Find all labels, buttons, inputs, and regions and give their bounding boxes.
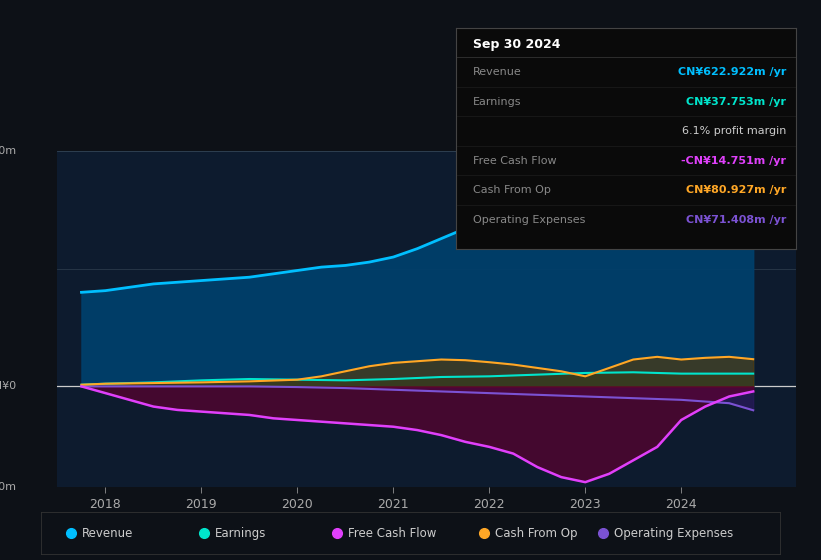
Text: Revenue: Revenue [82,527,133,540]
Text: Free Cash Flow: Free Cash Flow [473,156,557,166]
Text: CN¥622.922m /yr: CN¥622.922m /yr [678,67,787,77]
Text: Revenue: Revenue [473,67,521,77]
Text: CN¥37.753m /yr: CN¥37.753m /yr [686,97,787,107]
Text: Free Cash Flow: Free Cash Flow [348,527,436,540]
Text: -CN¥300m: -CN¥300m [0,482,17,492]
Text: -CN¥14.751m /yr: -CN¥14.751m /yr [681,156,787,166]
Text: 6.1% profit margin: 6.1% profit margin [681,126,787,136]
Text: Operating Expenses: Operating Expenses [473,214,585,225]
Text: CN¥0: CN¥0 [0,381,17,391]
Text: Sep 30 2024: Sep 30 2024 [473,38,560,51]
Text: Operating Expenses: Operating Expenses [613,527,733,540]
Text: Earnings: Earnings [215,527,266,540]
Text: Cash From Op: Cash From Op [473,185,551,195]
Text: Cash From Op: Cash From Op [496,527,578,540]
Text: CN¥71.408m /yr: CN¥71.408m /yr [686,214,787,225]
Text: CN¥80.927m /yr: CN¥80.927m /yr [686,185,787,195]
Text: CN¥700m: CN¥700m [0,146,17,156]
Text: Earnings: Earnings [473,97,521,107]
